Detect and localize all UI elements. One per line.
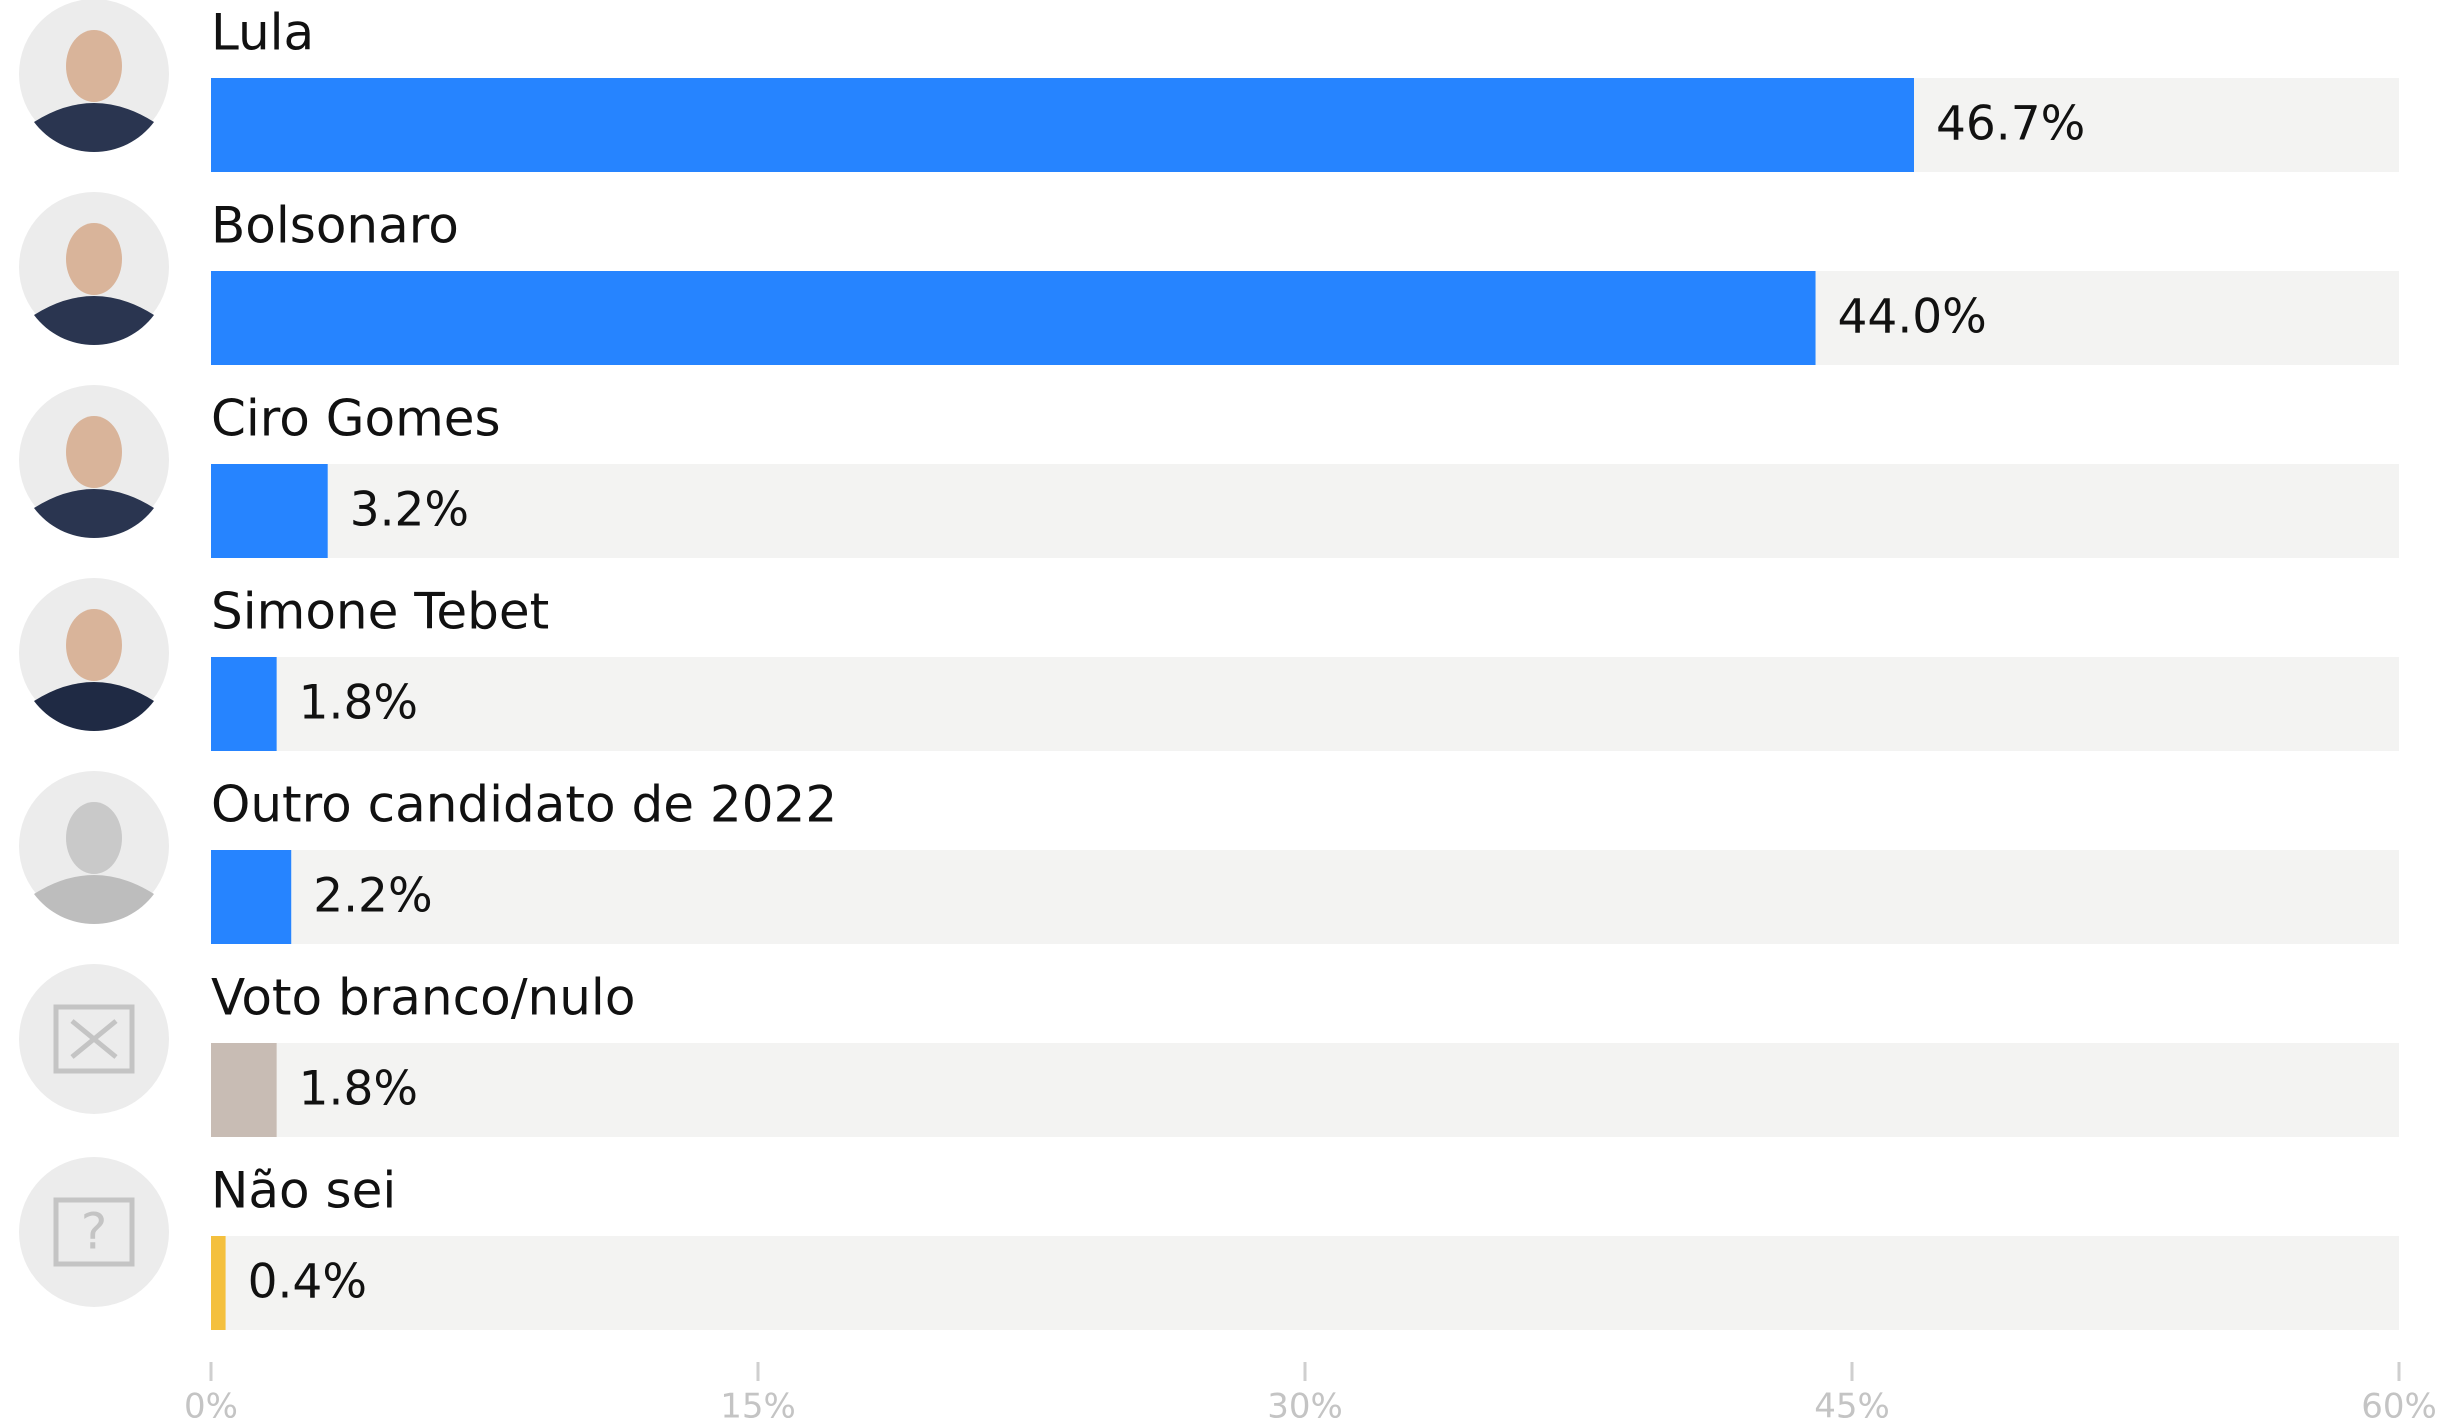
bar [211,271,1816,365]
avatar [19,1157,169,1307]
x-tick-label: 45% [1814,1387,1890,1427]
category-label: Não sei [211,1162,396,1220]
bar-track [211,464,2399,558]
avatar-icon [53,1004,135,1074]
avatar-head [66,802,122,874]
bar-track [211,1043,2399,1137]
bar [211,1236,226,1330]
x-tick-label: 15% [720,1387,796,1427]
bar [211,850,292,944]
avatar-head [66,223,122,295]
avatar-body [34,103,154,152]
x-tick-label: 0% [184,1387,238,1427]
category-label: Ciro Gomes [211,390,501,448]
avatar-head [66,416,122,488]
x-tick-label: 60% [2361,1387,2437,1427]
avatar-cross [70,1019,118,1059]
value-label: 1.8% [299,1062,418,1117]
value-label: 3.2% [350,483,469,538]
avatar-body [34,296,154,345]
value-label: 0.4% [248,1255,367,1310]
avatar-body [34,682,154,731]
category-label: Lula [211,4,314,62]
category-label: Outro candidato de 2022 [211,776,837,834]
bar-track [211,657,2399,751]
x-tick-label: 30% [1267,1387,1343,1427]
avatar-head [66,609,122,681]
bar-track [211,1236,2399,1330]
bar [211,1043,277,1137]
category-label: Voto branco/nulo [211,969,635,1027]
avatar-icon [53,1197,135,1267]
avatar-q: ? [81,1203,108,1261]
value-label: 2.2% [313,869,432,924]
avatar-head [66,30,122,102]
bar [211,78,1914,172]
value-label: 46.7% [1936,97,2085,152]
avatar-body [34,489,154,538]
bar-track [211,850,2399,944]
avatar-body [34,875,154,924]
category-label: Simone Tebet [211,583,549,641]
category-label: Bolsonaro [211,197,459,255]
value-label: 44.0% [1838,290,1987,345]
value-label: 1.8% [299,676,418,731]
bar [211,464,328,558]
bar [211,657,277,751]
